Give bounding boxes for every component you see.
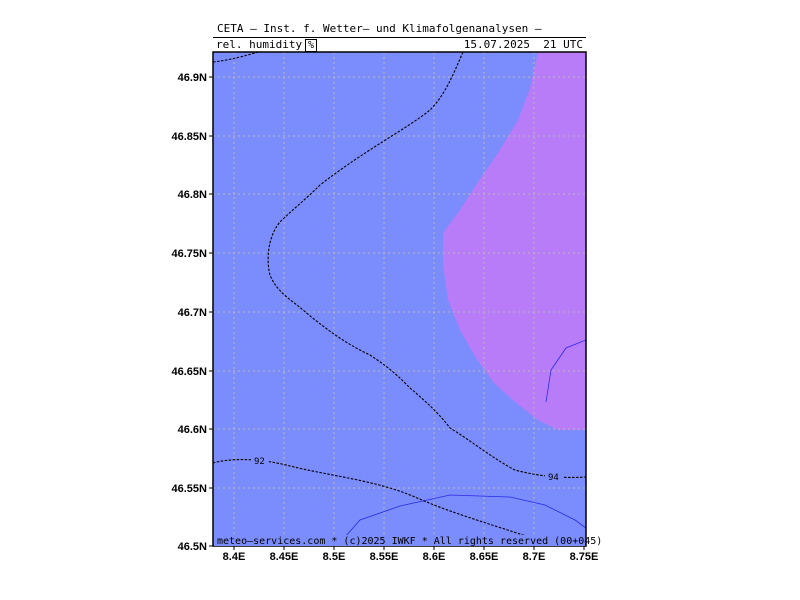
lat-label: 46.75N	[172, 248, 208, 260]
lon-label: 8.75E	[570, 551, 599, 563]
latitude-labels: 46.9N 46.85N 46.8N 46.75N 46.7N 46.65N 4…	[172, 72, 208, 553]
lon-tick-marks	[233, 546, 585, 550]
lon-label: 8.5E	[323, 551, 346, 563]
lat-label: 46.9N	[178, 72, 207, 84]
header-info-bar: rel. humidity % 15.07.2025 21 UTC	[213, 37, 586, 52]
lon-label: 8.45E	[270, 551, 299, 563]
valid-datetime: 15.07.2025 21 UTC	[463, 38, 583, 51]
lon-label: 8.65E	[470, 551, 499, 563]
parameter-label: rel. humidity	[216, 38, 303, 51]
lon-label: 8.6E	[423, 551, 446, 563]
lat-label: 46.6N	[178, 424, 207, 436]
humidity-field-high	[443, 52, 586, 430]
map-title: CETA — Inst. f. Wetter— und Klimafolgena…	[217, 22, 542, 35]
lat-label: 46.5N	[178, 541, 207, 553]
grid-lines	[213, 52, 586, 546]
lon-label: 8.4E	[223, 551, 246, 563]
lat-label: 46.65N	[172, 366, 208, 378]
lat-label: 46.85N	[172, 131, 208, 143]
contour-label-94: 94	[548, 473, 559, 483]
lon-label: 8.55E	[370, 551, 399, 563]
lat-label: 46.7N	[178, 307, 207, 319]
contour-label-92: 92	[254, 457, 265, 467]
contour-labels: 92 94	[251, 455, 563, 483]
copyright-footer: meteo—services.com * (c)2025 IWKF * All …	[217, 536, 602, 547]
lon-label: 8.7E	[523, 551, 546, 563]
longitude-labels: 8.4E 8.45E 8.5E 8.55E 8.6E 8.65E 8.7E 8.…	[223, 551, 599, 563]
lat-label: 46.8N	[178, 189, 207, 201]
thin-boundary-lines	[344, 339, 586, 538]
lat-label: 46.55N	[172, 483, 208, 495]
lat-tick-marks	[209, 76, 213, 547]
